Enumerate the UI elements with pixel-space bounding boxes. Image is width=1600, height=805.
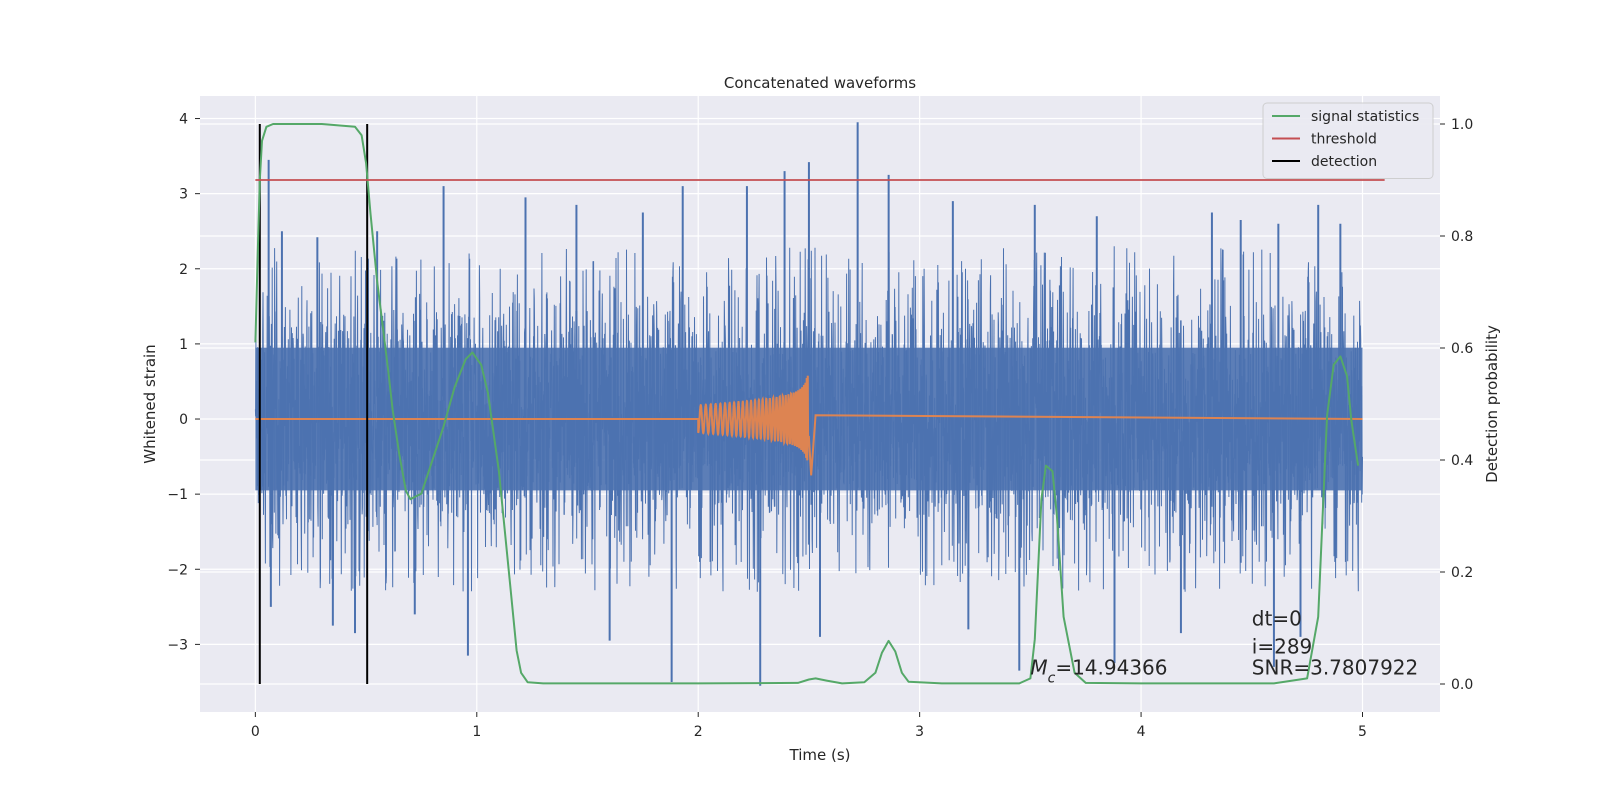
y-left-tick-label: −3 bbox=[167, 637, 188, 653]
x-tick-label: 0 bbox=[251, 724, 260, 740]
signal-statistics-line bbox=[254, 123, 1360, 685]
x-tick-label: 2 bbox=[694, 724, 703, 740]
x-tick-label: 3 bbox=[915, 724, 924, 740]
y-right-tick-label: 0.0 bbox=[1451, 677, 1473, 693]
legend-label: threshold bbox=[1311, 132, 1377, 148]
annotation-text: SNR=3.7807922 bbox=[1252, 655, 1418, 679]
y-axis-label-left: Whitened strain bbox=[141, 344, 159, 463]
y-left-tick-label: 4 bbox=[179, 112, 188, 128]
y-left-tick-label: 3 bbox=[179, 187, 188, 203]
y-axis-label-right: Detection probability bbox=[1483, 325, 1501, 483]
annotation-text: i=289 bbox=[1252, 634, 1313, 658]
legend: signal statistics threshold detection bbox=[1262, 102, 1434, 179]
y-right-tick-label: 1.0 bbox=[1451, 117, 1473, 133]
y-left-tick-label: 0 bbox=[179, 412, 188, 428]
y-left-tick-label: 1 bbox=[179, 337, 188, 353]
y-right-tick-label: 0.4 bbox=[1451, 453, 1473, 469]
axis-ticks: 0 1 2 3 4 5 −3 −2 −1 0 1 2 3 4 0.0 0.2 0.4 0.6 0.8 1.0 bbox=[167, 112, 1473, 740]
y-left-tick-label: −2 bbox=[167, 562, 188, 578]
annotation-text: dt=0 bbox=[1252, 607, 1302, 631]
annotation-text: Mc=14.94366 bbox=[1030, 655, 1167, 686]
detection-series bbox=[258, 124, 369, 684]
chart-title: Concatenated waveforms bbox=[724, 74, 916, 92]
x-tick-label: 1 bbox=[472, 724, 481, 740]
chirp-series bbox=[255, 375, 1363, 476]
chirp-template-line bbox=[255, 375, 1363, 476]
y-left-tick-label: 2 bbox=[179, 262, 188, 278]
y-right-tick-label: 0.6 bbox=[1451, 341, 1473, 357]
legend-label: signal statistics bbox=[1311, 109, 1419, 125]
legend-box bbox=[1262, 102, 1434, 179]
y-right-tick-label: 0.8 bbox=[1451, 229, 1473, 245]
x-tick-label: 5 bbox=[1358, 724, 1367, 740]
x-axis-label: Time (s) bbox=[789, 746, 851, 764]
y-right-tick-label: 0.2 bbox=[1451, 565, 1473, 581]
legend-label: detection bbox=[1311, 154, 1377, 170]
x-tick-label: 4 bbox=[1137, 724, 1146, 740]
signal-statistics-series bbox=[254, 123, 1360, 685]
y-left-tick-label: −1 bbox=[167, 487, 188, 503]
